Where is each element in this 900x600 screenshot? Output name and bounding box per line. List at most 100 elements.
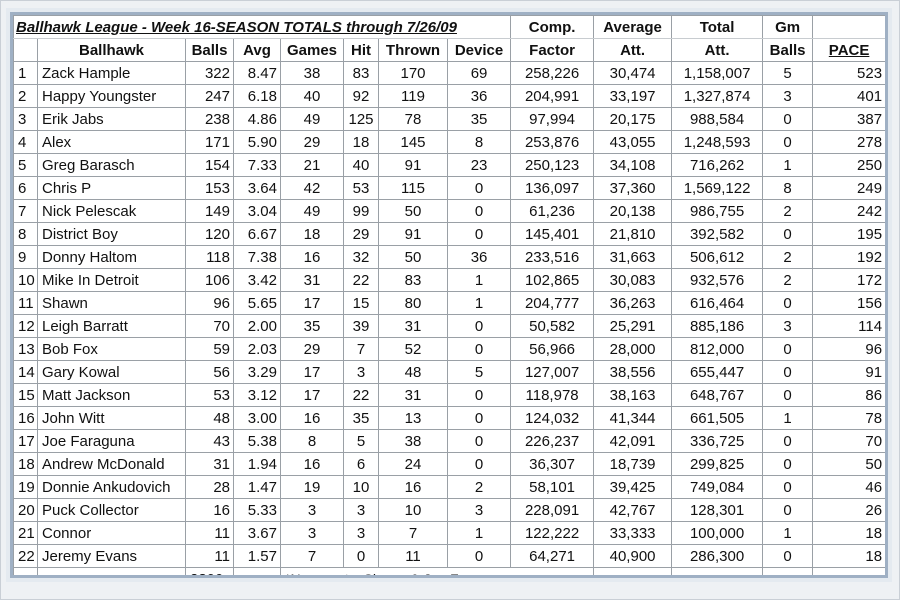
gm-balls-cell: 1 [762, 521, 814, 545]
avg-cell: 5.90 [233, 130, 281, 154]
balls-cell: 171 [185, 130, 234, 154]
rank-cell: 13 [13, 337, 38, 361]
gm-balls-cell: 5 [762, 61, 814, 85]
table-header: Ballhawk League - Week 16-SEASON TOTALS … [13, 15, 885, 62]
name-cell: Shawn [37, 291, 186, 315]
footer-empty-7 [812, 567, 885, 575]
avg-att-cell: 25,291 [593, 314, 673, 338]
gm-balls-cell: 1 [762, 153, 814, 177]
name-cell: Greg Barasch [37, 153, 186, 177]
rank-cell: 15 [13, 383, 38, 407]
factor-cell: 124,032 [510, 406, 595, 430]
header-ballhawk: Ballhawk [37, 38, 186, 62]
factor-cell: 253,876 [510, 130, 595, 154]
avg-att-cell: 33,197 [593, 84, 673, 108]
total-att-cell: 812,000 [671, 337, 764, 361]
avg-cell: 5.38 [233, 429, 281, 453]
avg-cell: 3.00 [233, 406, 281, 430]
device-cell: 36 [446, 84, 512, 108]
avg-cell: 6.18 [233, 84, 281, 108]
balls-cell: 11 [185, 521, 234, 545]
total-att-cell: 1,569,122 [671, 176, 764, 200]
rank-cell: 14 [13, 360, 38, 384]
avg-att-cell: 42,091 [593, 429, 673, 453]
name-cell: Chris P [37, 176, 186, 200]
thrown-cell: 91 [378, 153, 448, 177]
gm-balls-cell: 0 [762, 498, 814, 522]
pace-cell: 114 [812, 314, 885, 338]
name-cell: Connor [37, 521, 186, 545]
spreadsheet: Ballhawk League - Week 16-SEASON TOTALS … [10, 12, 888, 578]
factor-cell: 64,271 [510, 544, 595, 568]
header-gm: Gm [762, 15, 814, 39]
total-att-cell: 1,327,874 [671, 84, 764, 108]
table-row: 12 Leigh Barratt 70 2.00 35 39 31 0 50,582 25,291… [13, 314, 885, 338]
device-cell: 0 [446, 222, 512, 246]
header-games: Games [280, 38, 344, 62]
header-rank [13, 38, 38, 62]
avg-att-cell: 36,263 [593, 291, 673, 315]
thrown-cell: 119 [378, 84, 448, 108]
thrown-cell: 52 [378, 337, 448, 361]
header-device: Device [446, 38, 512, 62]
header-hit: Hit [343, 38, 379, 62]
balls-cell: 59 [185, 337, 234, 361]
balls-cell: 96 [185, 291, 234, 315]
hit-cell: 83 [343, 61, 379, 85]
games-cell: 17 [280, 291, 344, 315]
thrown-cell: 170 [378, 61, 448, 85]
avg-cell: 4.86 [233, 107, 281, 131]
device-cell: 36 [446, 245, 512, 269]
avg-att-cell: 34,108 [593, 153, 673, 177]
avg-att-cell: 21,810 [593, 222, 673, 246]
hit-cell: 3 [343, 360, 379, 384]
device-cell: 0 [446, 429, 512, 453]
factor-cell: 97,994 [510, 107, 595, 131]
total-att-cell: 1,158,007 [671, 61, 764, 85]
table-row: 1 Zack Hample 322 8.47 38 83 170 69 258,226 30,47… [13, 61, 885, 85]
table-row: 8 District Boy 120 6.67 18 29 91 0 145,401 21,810… [13, 222, 885, 246]
total-att-cell: 749,084 [671, 475, 764, 499]
hit-cell: 5 [343, 429, 379, 453]
table-row: 9 Donny Haltom 118 7.38 16 32 50 36 233,516 31,66… [13, 245, 885, 269]
balls-cell: 153 [185, 176, 234, 200]
name-cell: John Witt [37, 406, 186, 430]
balls-cell: 43 [185, 429, 234, 453]
factor-cell: 56,966 [510, 337, 595, 361]
total-att-cell: 885,186 [671, 314, 764, 338]
rank-cell: 8 [13, 222, 38, 246]
gm-balls-cell: 2 [762, 268, 814, 292]
thrown-cell: 115 [378, 176, 448, 200]
avg-cell: 3.42 [233, 268, 281, 292]
device-cell: 0 [446, 452, 512, 476]
table-row: 18 Andrew McDonald 31 1.94 16 6 24 0 36,307 18,73… [13, 452, 885, 476]
device-cell: 0 [446, 314, 512, 338]
header-comp: Comp. [510, 15, 595, 39]
games-cell: 49 [280, 199, 344, 223]
pace-cell: 249 [812, 176, 885, 200]
name-cell: Mike In Detroit [37, 268, 186, 292]
table-row: 5 Greg Barasch 154 7.33 21 40 91 23 250,123 34,10… [13, 153, 885, 177]
factor-cell: 50,582 [510, 314, 595, 338]
rank-cell: 17 [13, 429, 38, 453]
factor-cell: 204,991 [510, 84, 595, 108]
balls-cell: 149 [185, 199, 234, 223]
games-cell: 35 [280, 314, 344, 338]
footer-empty-6 [762, 567, 814, 575]
hit-cell: 39 [343, 314, 379, 338]
balls-cell: 53 [185, 383, 234, 407]
avg-cell: 8.47 [233, 61, 281, 85]
gm-balls-cell: 0 [762, 475, 814, 499]
factor-cell: 58,101 [510, 475, 595, 499]
balls-cell: 28 [185, 475, 234, 499]
avg-att-cell: 39,425 [593, 475, 673, 499]
thrown-cell: 80 [378, 291, 448, 315]
gm-balls-cell: 3 [762, 84, 814, 108]
gm-balls-cell: 3 [762, 314, 814, 338]
total-att-cell: 648,767 [671, 383, 764, 407]
name-cell: Bob Fox [37, 337, 186, 361]
name-cell: Gary Kowal [37, 360, 186, 384]
factor-cell: 250,123 [510, 153, 595, 177]
factor-cell: 258,226 [510, 61, 595, 85]
balls-cell: 70 [185, 314, 234, 338]
